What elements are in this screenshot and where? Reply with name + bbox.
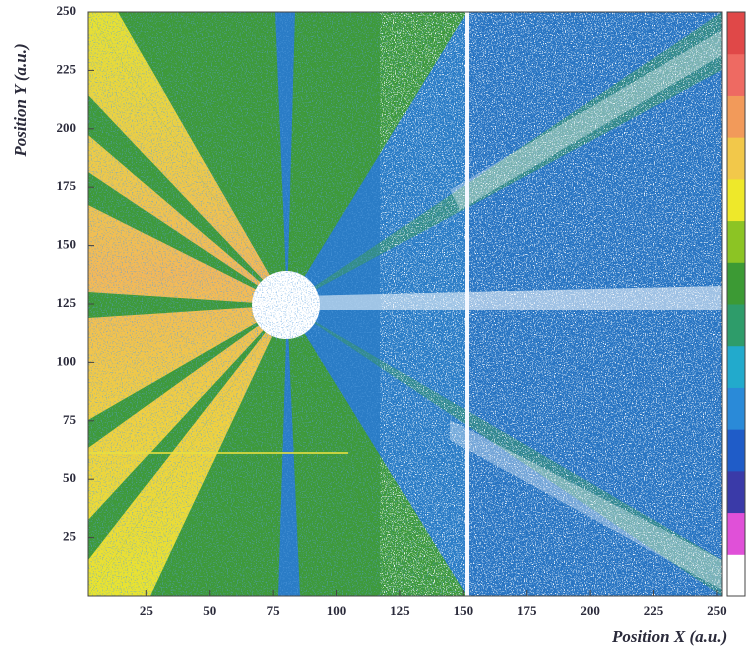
x-tick-label: 75 (267, 603, 281, 618)
heatmap-image (88, 12, 722, 596)
y-tick-label: 200 (57, 120, 77, 135)
y-tick-label: 150 (57, 237, 77, 252)
colorbar-swatch (727, 554, 745, 597)
y-tick-label: 125 (57, 295, 77, 310)
y-axis-label: Position Y (a.u.) (11, 43, 30, 157)
colorbar-swatch (727, 512, 745, 555)
colorbar-swatch (727, 53, 745, 96)
y-tick-label: 50 (63, 470, 76, 485)
x-tick-label: 50 (203, 603, 216, 618)
colorbar (727, 12, 745, 597)
colorbar-swatch (727, 345, 745, 388)
colorbar-swatch (727, 178, 745, 222)
y-tick-label: 175 (57, 178, 77, 193)
x-tick-label: 100 (327, 603, 347, 618)
colorbar-swatch (727, 387, 745, 430)
x-axis-label: Position X (a.u.) (611, 627, 727, 646)
colorbar-swatch (727, 95, 745, 138)
colorbar-swatch (727, 304, 745, 347)
x-tick-label: 200 (580, 603, 600, 618)
colorbar-swatch (727, 262, 745, 305)
x-tick-label: 150 (454, 603, 474, 618)
colorbar-swatch (727, 220, 745, 263)
colorbar-frame (726, 11, 746, 597)
y-tick-label: 25 (63, 529, 77, 544)
x-tick-label: 250 (707, 603, 727, 618)
y-tick-label: 100 (57, 353, 77, 368)
y-tick-label: 250 (57, 3, 77, 18)
x-tick-label: 175 (517, 603, 537, 618)
colorbar-swatch (727, 137, 745, 180)
colorbar-swatch (727, 12, 745, 55)
colorbar-swatch (727, 470, 745, 514)
x-tick-label: 25 (140, 603, 154, 618)
x-tick-label: 125 (390, 603, 410, 618)
y-tick-label: 75 (63, 412, 77, 427)
y-tick-label: 225 (57, 61, 77, 76)
x-tick-label: 225 (644, 603, 664, 618)
colorbar-swatch (727, 429, 745, 472)
